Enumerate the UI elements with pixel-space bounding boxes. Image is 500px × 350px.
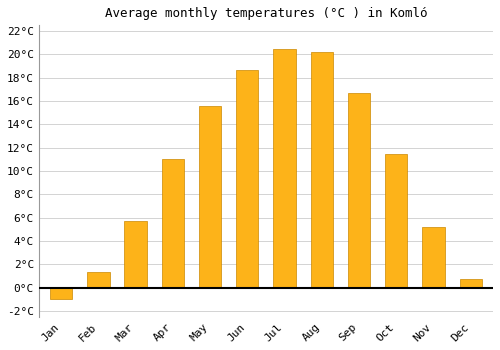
- Bar: [460, 280, 482, 288]
- Bar: [348, 93, 370, 288]
- Bar: [199, 106, 222, 288]
- Bar: [124, 221, 147, 288]
- Title: Average monthly temperatures (°C ) in Komló: Average monthly temperatures (°C ) in Ko…: [104, 7, 427, 20]
- Bar: [310, 52, 333, 288]
- Bar: [422, 227, 444, 288]
- Bar: [50, 288, 72, 299]
- Bar: [87, 273, 110, 288]
- Bar: [162, 159, 184, 288]
- Bar: [385, 154, 407, 288]
- Bar: [274, 49, 295, 288]
- Bar: [236, 70, 258, 288]
